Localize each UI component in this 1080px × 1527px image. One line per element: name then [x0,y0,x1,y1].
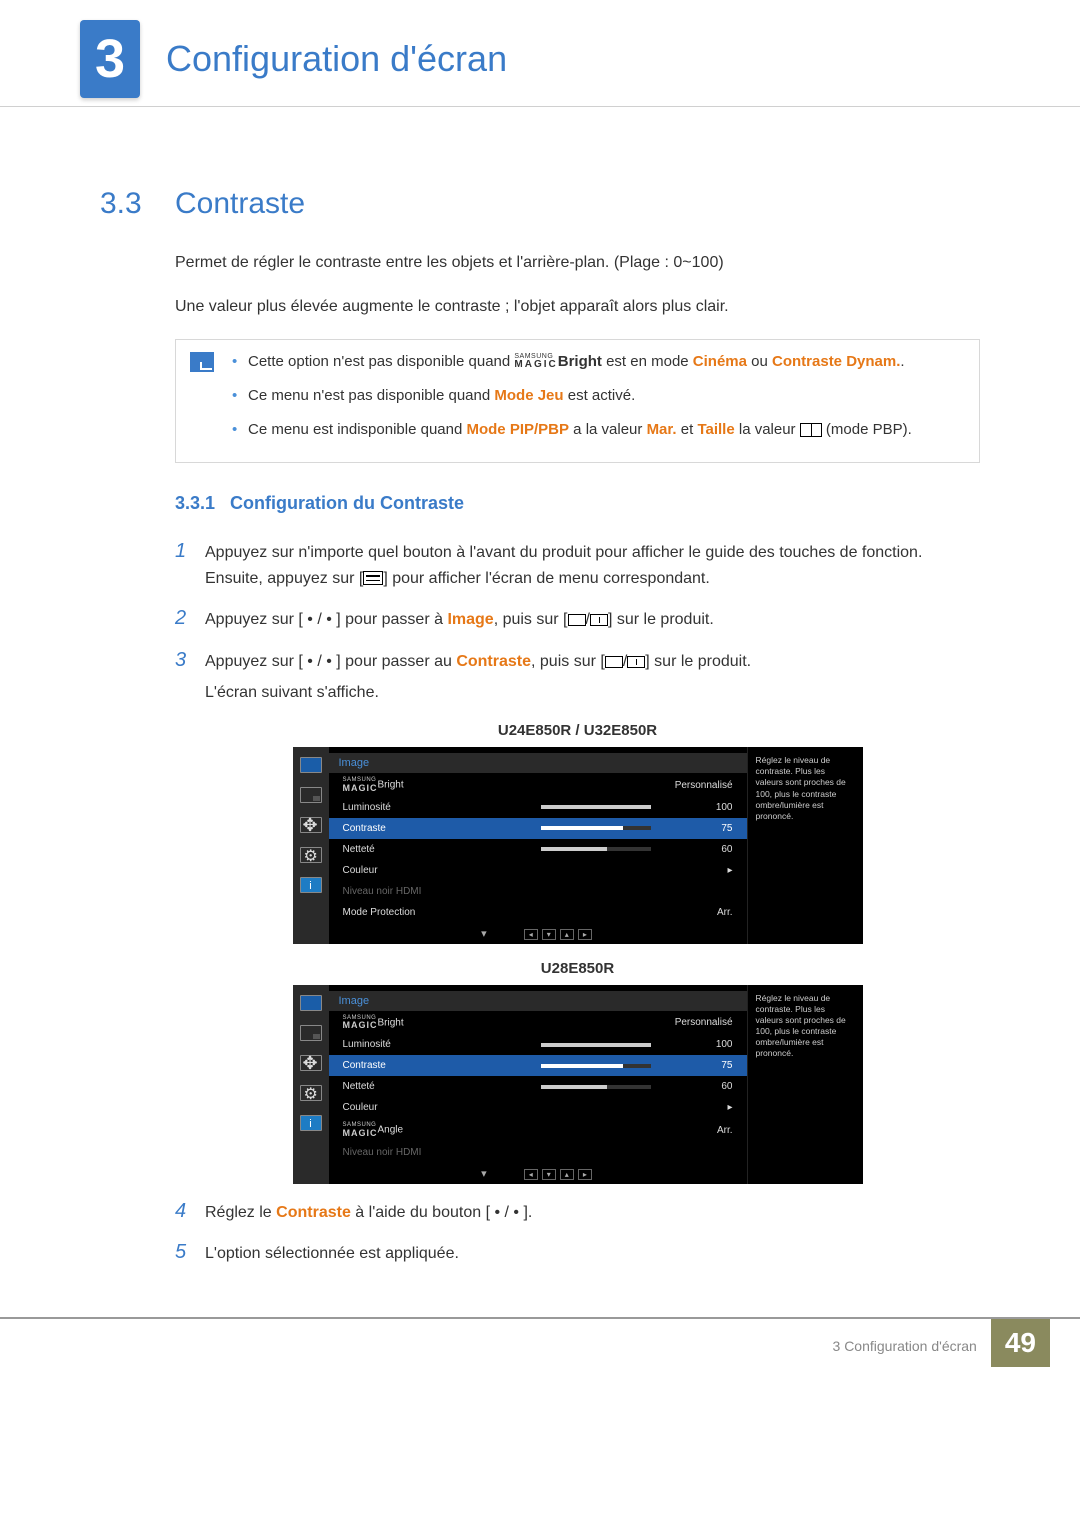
section-number: 3.3 [100,187,175,221]
osd-help-text-b: Réglez le niveau de contraste. Plus les … [747,985,863,1184]
menu-icon [363,571,383,585]
note-box: Cette option n'est pas disponible quand … [175,339,980,463]
box-icon [568,614,586,626]
osd-row-luminosite[interactable]: Luminosité 100 [329,797,747,818]
osd-row-couleur[interactable]: Couleur ▸ [329,860,747,881]
osd-pip-icon [300,1025,322,1041]
note-item-3: Ce menu est indisponible quand Mode PIP/… [232,418,912,442]
enter-icon [590,614,608,626]
step-3: 3 Appuyez sur [ • / • ] pour passer au C… [175,649,980,675]
step-3-sub: L'écran suivant s'affiche. [205,684,980,702]
osd-menu-a: i Image SAMSUNGMAGICBright Personnalisé … [293,747,863,943]
chapter-number-badge: 3 [80,20,140,98]
osd-row-magicbright[interactable]: SAMSUNGMAGICBright Personnalisé [329,1011,747,1034]
osd-move-icon [300,1055,322,1071]
osd-gear-icon [300,1085,322,1101]
osd-pip-icon [300,787,322,803]
osd-help-text-a: Réglez le niveau de contraste. Plus les … [747,747,863,943]
osd-row-niveau: Niveau noir HDMI [329,1142,747,1163]
footer-text: 3 Configuration d'écran [833,1332,977,1354]
footer-page-number: 49 [991,1319,1050,1367]
step-5: 5 L'option sélectionnée est appliquée. [175,1241,980,1267]
osd-move-icon [300,817,322,833]
pbp-icon [800,423,822,437]
osd-row-contraste[interactable]: Contraste 75 [329,1055,747,1076]
subsection-title: Configuration du Contraste [230,493,464,514]
box-icon [605,656,623,668]
osd-row-niveau: Niveau noir HDMI [329,881,747,902]
osd-side-icons: i [293,747,329,943]
section-title: Contraste [175,187,305,221]
osd-menu-b: i Image SAMSUNGMAGICBright Personnalisé … [293,985,863,1184]
note-item-2: Ce menu n'est pas disponible quand Mode … [232,384,912,408]
page-footer: 3 Configuration d'écran 49 [0,1317,1080,1367]
step-1: 1 Appuyez sur n'importe quel bouton à l'… [175,540,980,591]
osd-nav-buttons: ▾ ◂▾▴▸ [329,923,747,944]
osd-side-icons: i [293,985,329,1184]
osd-row-nettete[interactable]: Netteté 60 [329,839,747,860]
intro-paragraph-1: Permet de régler le contraste entre les … [175,251,980,275]
enter-icon [627,656,645,668]
chapter-title: Configuration d'écran [166,38,507,80]
osd-monitor-icon [300,757,322,773]
osd-nav-buttons: ▾ ◂▾▴▸ [329,1163,747,1184]
osd-row-nettete[interactable]: Netteté 60 [329,1076,747,1097]
subsection-number: 3.3.1 [175,493,230,514]
note-icon [190,352,214,372]
model-b-label: U28E850R [175,960,980,977]
step-4: 4 Réglez le Contraste à l'aide du bouton… [175,1200,980,1226]
osd-info-icon: i [300,1115,322,1131]
osd-monitor-icon [300,995,322,1011]
intro-paragraph-2: Une valeur plus élevée augmente le contr… [175,295,980,319]
subsection-heading: 3.3.1 Configuration du Contraste [175,493,980,514]
osd-row-luminosite[interactable]: Luminosité 100 [329,1034,747,1055]
osd-info-icon: i [300,877,322,893]
osd-header: Image [329,753,747,773]
osd-header: Image [329,991,747,1011]
note-item-1: Cette option n'est pas disponible quand … [232,350,912,374]
osd-row-magicbright[interactable]: SAMSUNGMAGICBright Personnalisé [329,773,747,796]
osd-gear-icon [300,847,322,863]
osd-row-magicangle[interactable]: SAMSUNGMAGICAngle Arr. [329,1118,747,1141]
section-heading: 3.3 Contraste [100,187,980,221]
osd-row-couleur[interactable]: Couleur ▸ [329,1097,747,1118]
page-header: 3 Configuration d'écran [0,0,1080,107]
step-2: 2 Appuyez sur [ • / • ] pour passer à Im… [175,607,980,633]
model-a-label: U24E850R / U32E850R [175,722,980,739]
osd-row-contraste[interactable]: Contraste 75 [329,818,747,839]
osd-row-protection[interactable]: Mode Protection Arr. [329,902,747,923]
